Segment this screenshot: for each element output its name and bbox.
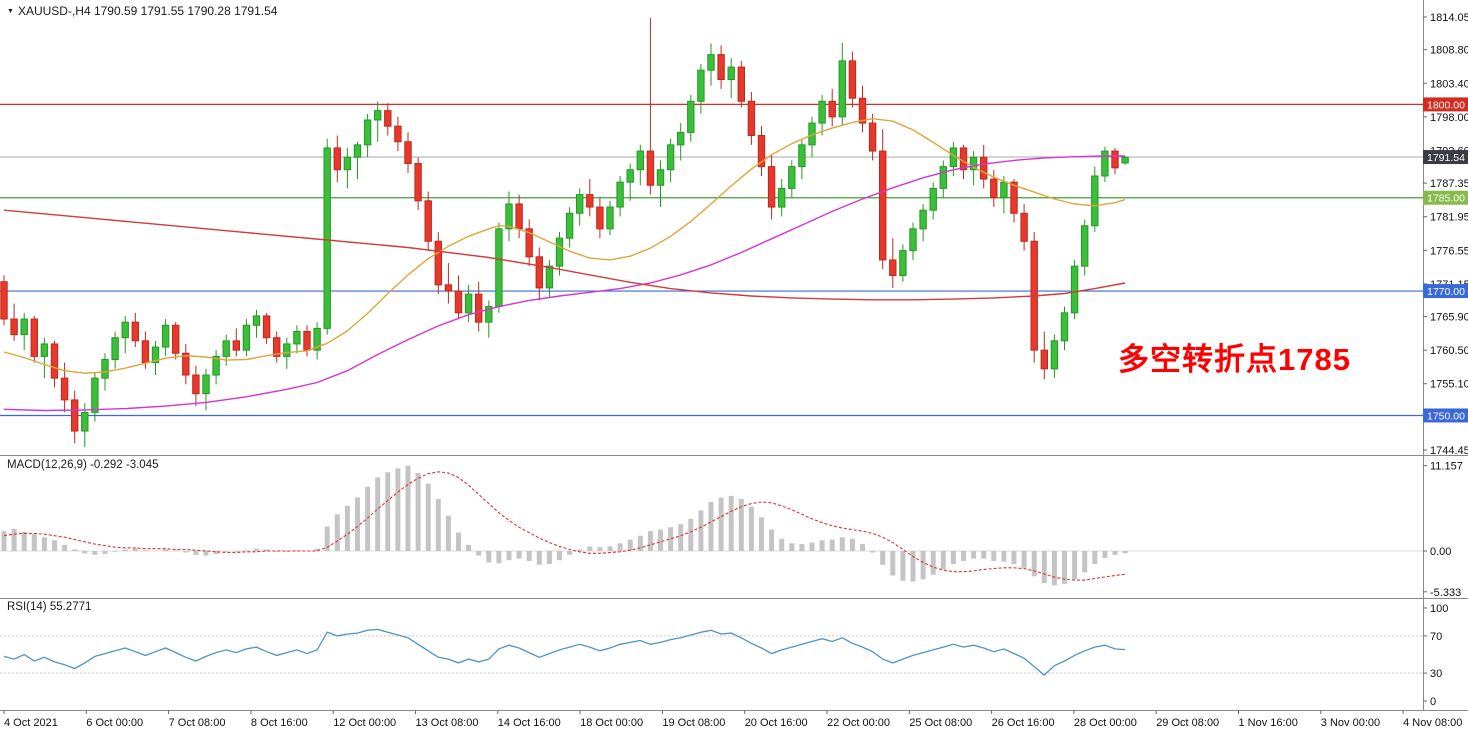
svg-text:1808.80: 1808.80 — [1430, 45, 1468, 57]
svg-text:22 Oct 00:00: 22 Oct 00:00 — [827, 717, 890, 729]
svg-text:20 Oct 16:00: 20 Oct 16:00 — [745, 717, 808, 729]
svg-text:25 Oct 08:00: 25 Oct 08:00 — [909, 717, 972, 729]
svg-text:6 Oct 00:00: 6 Oct 00:00 — [86, 717, 143, 729]
svg-text:1 Nov 16:00: 1 Nov 16:00 — [1239, 717, 1298, 729]
svg-text:1755.10: 1755.10 — [1430, 379, 1468, 391]
svg-text:1765.90: 1765.90 — [1430, 312, 1468, 324]
price-label-1791.54[interactable]: 1791.54 — [1423, 150, 1468, 165]
svg-text:29 Oct 08:00: 29 Oct 08:00 — [1156, 717, 1219, 729]
svg-text:3 Nov 00:00: 3 Nov 00:00 — [1321, 717, 1380, 729]
svg-text:4 Nov 08:00: 4 Nov 08:00 — [1403, 717, 1462, 729]
macd-histogram — [0, 465, 1423, 586]
price-label-1770.00[interactable]: 1770.00 — [1423, 284, 1468, 299]
svg-text:1791.54: 1791.54 — [1427, 152, 1465, 164]
svg-text:13 Oct 08:00: 13 Oct 08:00 — [416, 717, 479, 729]
ma-mid-magenta — [3, 155, 1126, 412]
price-axis[interactable]: 1814.051808.801803.401798.001792.601787.… — [1423, 12, 1468, 457]
rsi-indicator-label: RSI(14) 55.2771 — [7, 601, 92, 613]
ma-fast-orange — [3, 118, 1126, 374]
svg-text:1744.45: 1744.45 — [1430, 445, 1468, 457]
pane-separators — [0, 0, 1468, 711]
svg-text:11.157: 11.157 — [1430, 461, 1463, 473]
svg-text:1770.00: 1770.00 — [1427, 286, 1465, 298]
svg-text:1814.05: 1814.05 — [1430, 12, 1468, 24]
macd-signal-line — [3, 471, 1126, 581]
svg-text:1798.00: 1798.00 — [1430, 112, 1468, 124]
time-axis[interactable]: 4 Oct 2021 6 Oct 00:00 7 Oct 08:00 8 Oct 16… — [3, 710, 1462, 730]
chart-ohlc-title: ▼ XAUUSD-,H4 1790.59 1791.55 1790.28 1791… — [7, 4, 277, 18]
svg-text:1787.35: 1787.35 — [1430, 178, 1468, 190]
price-label-1750.00[interactable]: 1750.00 — [1423, 408, 1468, 423]
macd-axis[interactable]: 11.157 0.00 -5.333 — [1423, 461, 1463, 599]
annotation-text[interactable]: 多空转折点1785 — [1118, 342, 1351, 377]
svg-text:70: 70 — [1430, 631, 1442, 643]
svg-text:0: 0 — [1430, 696, 1436, 708]
svg-text:14 Oct 16:00: 14 Oct 16:00 — [498, 717, 561, 729]
horizontal-levels[interactable] — [0, 103, 1423, 417]
rsi-line — [3, 628, 1126, 676]
svg-text:1760.50: 1760.50 — [1430, 345, 1468, 357]
collapse-triangle-icon[interactable]: ▼ — [7, 8, 14, 15]
svg-text:1803.40: 1803.40 — [1430, 78, 1468, 90]
svg-text:28 Oct 00:00: 28 Oct 00:00 — [1074, 717, 1137, 729]
svg-text:100: 100 — [1430, 603, 1448, 615]
svg-text:1781.95: 1781.95 — [1430, 212, 1468, 224]
svg-text:26 Oct 16:00: 26 Oct 16:00 — [992, 717, 1055, 729]
price-label-1800.00[interactable]: 1800.00 — [1423, 97, 1468, 112]
svg-text:12 Oct 00:00: 12 Oct 00:00 — [333, 717, 396, 729]
ohlc-title-text: XAUUSD-,H4 1790.59 1791.55 1790.28 1791.… — [17, 4, 278, 18]
svg-text:4 Oct 2021: 4 Oct 2021 — [4, 717, 58, 729]
svg-text:18 Oct 00:00: 18 Oct 00:00 — [580, 717, 643, 729]
svg-text:1800.00: 1800.00 — [1427, 99, 1465, 111]
macd-indicator-label: MACD(12,26,9) -0.292 -3.045 — [7, 459, 159, 471]
svg-text:30: 30 — [1430, 668, 1442, 680]
svg-text:1750.00: 1750.00 — [1427, 410, 1465, 422]
svg-text:-5.333: -5.333 — [1430, 587, 1461, 599]
svg-text:19 Oct 08:00: 19 Oct 08:00 — [662, 717, 725, 729]
rsi-pane-layer — [0, 628, 1423, 676]
ma-slow-red — [3, 209, 1126, 301]
candles-layer — [0, 17, 1129, 448]
rsi-axis[interactable]: 100 70 30 0 — [1423, 603, 1448, 708]
svg-text:0.00: 0.00 — [1430, 546, 1451, 558]
svg-text:8 Oct 16:00: 8 Oct 16:00 — [251, 717, 308, 729]
price-label-1785.00[interactable]: 1785.00 — [1423, 190, 1468, 205]
svg-text:1776.55: 1776.55 — [1430, 245, 1468, 257]
svg-text:1785.00: 1785.00 — [1427, 193, 1465, 205]
svg-text:7 Oct 08:00: 7 Oct 08:00 — [169, 717, 226, 729]
